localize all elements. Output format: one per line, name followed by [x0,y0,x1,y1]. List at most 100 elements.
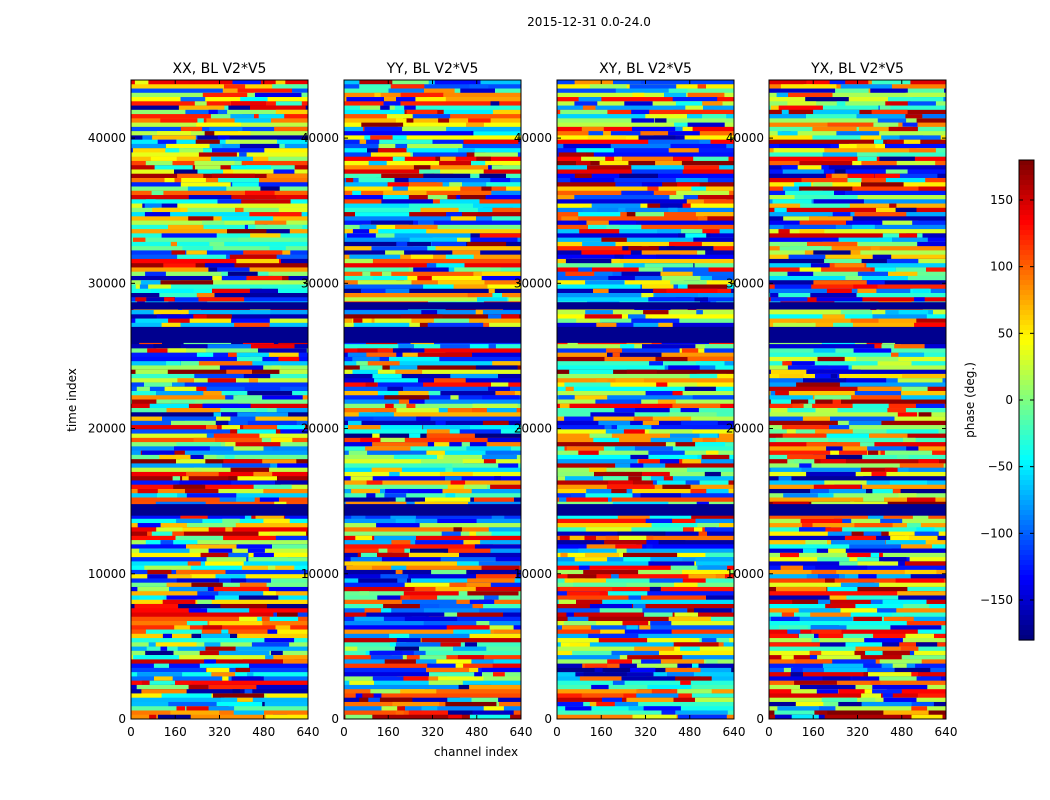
phase-patch [623,552,678,558]
phase-patch [134,80,149,85]
phase-patch [902,122,918,128]
phase-patch [180,97,206,102]
phase-patch [273,169,295,175]
phase-stripe [344,403,521,409]
phase-patch [681,348,699,354]
phase-patch [419,322,433,328]
phase-patch [578,450,599,456]
phase-patch [426,488,472,494]
phase-patch [882,599,927,605]
phase-patch [619,322,670,328]
phase-patch [351,488,380,494]
phase-patch [262,437,293,443]
y-tick-label: 40000 [726,131,764,145]
phase-patch [799,186,853,192]
phase-stripe [557,437,734,443]
phase-stripe [344,565,521,571]
phase-patch [656,480,686,486]
colorbar-swatch [1019,595,1034,601]
phase-patch [648,297,695,302]
phase-patch [884,467,904,473]
phase-patch [847,552,883,558]
phase-stripe [131,216,308,221]
phase-patch [176,442,221,447]
phase-patch [897,454,909,460]
phase-patch [647,684,692,690]
phase-stripe [769,697,946,703]
phase-patch [598,638,648,643]
phase-patch [211,672,236,677]
phase-patch [595,701,626,707]
phase-patch [819,706,836,711]
phase-stripe [344,122,521,128]
phase-patch [587,135,626,141]
phase-patch [626,625,638,630]
phase-patch [434,442,450,447]
phase-patch [352,356,380,362]
phase-patch [770,408,788,413]
phase-stripe [131,689,308,694]
phase-patch [365,361,400,366]
phase-stripe [131,365,308,371]
phase-patch [885,169,908,175]
phase-stripe [557,131,734,136]
phase-patch [481,565,520,571]
phase-stripe [344,258,521,264]
phase-patch [349,254,401,260]
phase-patch [645,114,687,119]
phase-patch [917,629,946,635]
phase-stripe [769,680,946,686]
heatmap-panels: XX, BL V2*V50 160 320 480 640010000200003000… [88,61,958,739]
phase-patch [787,271,814,277]
phase-stripe [557,680,734,686]
phase-patch [247,548,265,554]
phase-patch [486,408,517,413]
phase-patch [230,165,271,170]
phase-patch [663,267,696,273]
phase-patch [663,476,673,481]
phase-patch [779,625,808,630]
phase-patch [825,173,875,179]
phase-patch [810,293,857,298]
phase-patch [808,399,816,405]
phase-patch [874,139,884,145]
phase-patch [194,101,207,106]
phase-patch [626,697,674,703]
phase-patch [240,97,268,102]
phase-patch [779,246,832,251]
phase-stripe [557,373,734,379]
phase-patch [181,361,199,366]
phase-patch [674,612,698,618]
phase-patch [888,97,944,102]
phase-patch [345,501,396,507]
phase-patch [641,293,654,298]
phase-patch [234,322,270,328]
colorbar-swatch [1019,515,1034,521]
phase-patch [815,429,853,434]
colorbar-swatch [1019,585,1034,591]
phase-patch [897,412,918,417]
phase-patch [560,109,608,115]
phase-patch [361,224,409,230]
phase-patch [565,386,574,392]
phase-patch [593,437,620,443]
phase-patch [427,322,484,328]
phase-patch [464,642,477,647]
phase-stripe [344,293,521,298]
colorbar-swatch [1019,420,1034,426]
phase-patch [886,258,919,264]
colorbar-swatch [1019,195,1034,201]
phase-stripe [344,420,521,426]
phase-patch [217,135,230,141]
phase-patch [882,220,919,226]
phase-patch [160,280,214,285]
phase-patch [431,241,467,247]
phase-patch [399,399,425,405]
phase-patch [410,548,449,554]
phase-stripe [769,706,946,711]
phase-patch [815,373,840,379]
phase-patch [810,612,851,618]
phase-stripe [769,437,946,443]
phase-patch [202,310,254,315]
phase-patch [809,650,822,656]
